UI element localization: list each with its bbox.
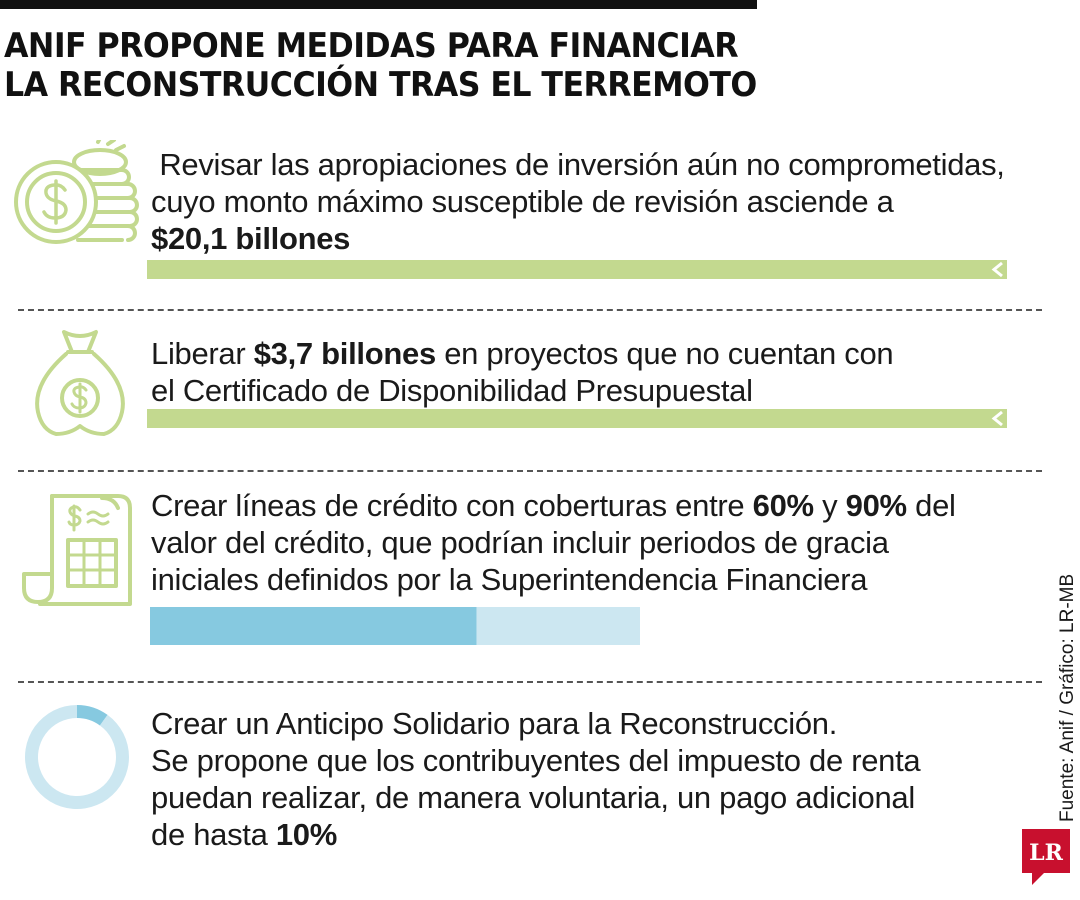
lr-logo: LR (1022, 829, 1070, 885)
item-3-high-pct: 90% (845, 488, 907, 523)
item-2-line-2: el Certificado de Disponibilidad Presupu… (151, 373, 753, 408)
item-4-text: Crear un Anticipo Solidario para la Reco… (151, 705, 921, 853)
item-2-text: Liberar $3,7 billones en proyectos que n… (151, 335, 894, 409)
chevron-left-icon (991, 261, 1003, 278)
item-3-low-pct: 60% (752, 488, 814, 523)
page-title: ANIF PROPONE MEDIDAS PARA FINANCIAR LA R… (4, 27, 762, 105)
divider-1 (18, 309, 1042, 311)
item-2-underline-bar (147, 409, 1007, 428)
divider-3 (18, 681, 1042, 683)
item-2-line-1-post: en proyectos que no cuentan con (435, 336, 894, 371)
item-3-and: y (813, 488, 846, 523)
coins-stack-icon (14, 140, 139, 244)
coverage-bar-segment-2 (476, 607, 640, 645)
money-bag-icon (35, 330, 125, 436)
donut-chart-icon (24, 705, 129, 809)
item-3-line-1-post: del (906, 488, 956, 523)
title-line-2: LA RECONSTRUCCIÓN TRAS EL TERREMOTO (4, 65, 757, 105)
top-rule (0, 0, 757, 9)
coverage-bar-segment-1 (150, 607, 477, 645)
item-3-line-3: iniciales definidos por la Superintenden… (151, 562, 868, 597)
coverage-bar-chart (150, 607, 640, 645)
title-line-1: ANIF PROPONE MEDIDAS PARA FINANCIAR (4, 26, 739, 66)
item-1-line-2: cuyo monto máximo susceptible de revisió… (151, 184, 894, 219)
item-1-text: Revisar las apropiaciones de inversión a… (151, 146, 1005, 257)
item-3-line-2: valor del crédito, que podrían incluir p… (151, 525, 889, 560)
item-3-text: Crear líneas de crédito con coberturas e… (151, 487, 956, 598)
item-1-underline-bar (147, 260, 1007, 279)
item-3-line-1-pre: Crear líneas de crédito con coberturas e… (151, 488, 753, 523)
chevron-left-icon (991, 410, 1003, 427)
source-credit: Fuente: Anif / Gráfico: LR-MB (1057, 573, 1078, 822)
item-1-amount: $20,1 billones (151, 221, 351, 256)
divider-2 (18, 470, 1042, 472)
item-4-line-1: Crear un Anticipo Solidario para la Reco… (151, 706, 838, 741)
item-1-line-1: Revisar las apropiaciones de inversión a… (151, 147, 1005, 182)
item-2-line-1-pre: Liberar (151, 336, 254, 371)
lr-logo-text: LR (1029, 840, 1063, 866)
item-2-amount: $3,7 billones (253, 336, 436, 371)
item-4-pct: 10% (275, 817, 337, 852)
receipt-icon (22, 494, 132, 606)
item-4-line-2: Se propone que los contribuyentes del im… (151, 743, 921, 778)
item-4-line-3: puedan realizar, de manera voluntaria, u… (151, 780, 915, 815)
donut-slice-2 (24, 705, 129, 809)
donut-slice-1 (77, 705, 108, 726)
item-4-line-4-pre: de hasta (151, 817, 276, 852)
